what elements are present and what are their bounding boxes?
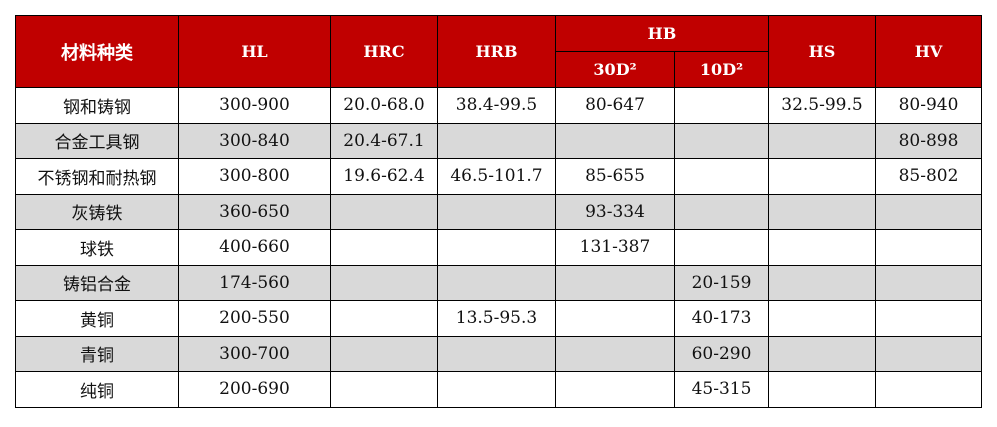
header-hb-30d2: 30D² — [555, 51, 675, 88]
table-row: 合金工具钢 300-840 20.4-67.1 80-898 — [15, 122, 982, 159]
table-row: 纯铜 200-690 45-315 — [15, 371, 982, 408]
table-row: 灰铸铁 360-650 93-334 — [15, 193, 982, 230]
cell-hb-10d2 — [674, 158, 769, 195]
cell-hl: 174-560 — [178, 264, 331, 301]
table-row: 黄铜 200-550 13.5-95.3 40-173 — [15, 300, 982, 337]
cell-hrc — [330, 335, 438, 372]
cell-hb-30d2 — [555, 335, 675, 372]
cell-material: 纯铜 — [15, 371, 179, 408]
cell-hs — [768, 158, 876, 195]
cell-hv — [875, 193, 982, 230]
cell-hb-10d2 — [674, 193, 769, 230]
cell-hv — [875, 300, 982, 337]
cell-hl: 400-660 — [178, 229, 331, 266]
cell-hb-30d2 — [555, 122, 675, 159]
table-row: 钢和铸钢 300-900 20.0-68.0 38.4-99.5 80-647 32.5-… — [15, 87, 982, 124]
cell-hs — [768, 229, 876, 266]
cell-hrc — [330, 264, 438, 301]
cell-hb-10d2: 45-315 — [674, 371, 769, 408]
cell-hb-10d2 — [674, 122, 769, 159]
cell-hrb — [437, 122, 556, 159]
header-hv: HV — [875, 15, 982, 88]
cell-hb-30d2 — [555, 300, 675, 337]
cell-material: 合金工具钢 — [15, 122, 179, 159]
cell-hrb: 38.4-99.5 — [437, 87, 556, 124]
cell-material: 不锈钢和耐热钢 — [15, 158, 179, 195]
table-row: 球铁 400-660 131-387 — [15, 229, 982, 266]
cell-hb-10d2: 40-173 — [674, 300, 769, 337]
cell-hs — [768, 264, 876, 301]
cell-hs — [768, 335, 876, 372]
cell-material: 黄铜 — [15, 300, 179, 337]
cell-hl: 300-840 — [178, 122, 331, 159]
header-hb: HB — [555, 15, 769, 52]
cell-hl: 200-550 — [178, 300, 331, 337]
cell-material: 青铜 — [15, 335, 179, 372]
cell-hv — [875, 264, 982, 301]
cell-hv — [875, 371, 982, 408]
cell-hl: 300-700 — [178, 335, 331, 372]
hardness-conversion-table: 材料种类 HL HRC HRB HB HS HV 30D² 10D² 钢和铸钢 3… — [15, 15, 982, 408]
cell-hb-10d2 — [674, 87, 769, 124]
cell-hb-10d2: 20-159 — [674, 264, 769, 301]
cell-hrc — [330, 371, 438, 408]
cell-material: 球铁 — [15, 229, 179, 266]
cell-hrb — [437, 229, 556, 266]
cell-hb-30d2 — [555, 264, 675, 301]
cell-hrb — [437, 371, 556, 408]
table-row: 青铜 300-700 60-290 — [15, 335, 982, 372]
cell-hv: 80-940 — [875, 87, 982, 124]
cell-hs — [768, 193, 876, 230]
table-body: 钢和铸钢 300-900 20.0-68.0 38.4-99.5 80-647 32.5-… — [15, 87, 982, 408]
header-hb-10d2: 10D² — [674, 51, 769, 88]
header-material: 材料种类 — [15, 15, 179, 88]
cell-hrb — [437, 193, 556, 230]
cell-hs: 32.5-99.5 — [768, 87, 876, 124]
cell-hb-30d2: 93-334 — [555, 193, 675, 230]
header-hl: HL — [178, 15, 331, 88]
cell-hrb: 46.5-101.7 — [437, 158, 556, 195]
cell-hs — [768, 300, 876, 337]
cell-hl: 360-650 — [178, 193, 331, 230]
cell-hrb — [437, 335, 556, 372]
cell-hb-30d2: 131-387 — [555, 229, 675, 266]
cell-hrc: 20.4-67.1 — [330, 122, 438, 159]
cell-hrc: 20.0-68.0 — [330, 87, 438, 124]
cell-hb-30d2: 80-647 — [555, 87, 675, 124]
cell-hv — [875, 335, 982, 372]
cell-hrb — [437, 264, 556, 301]
cell-material: 钢和铸钢 — [15, 87, 179, 124]
table-row: 不锈钢和耐热钢 300-800 19.6-62.4 46.5-101.7 85-655 8… — [15, 158, 982, 195]
cell-hs — [768, 122, 876, 159]
cell-hrc — [330, 229, 438, 266]
cell-hv: 80-898 — [875, 122, 982, 159]
cell-hrc — [330, 300, 438, 337]
cell-material: 灰铸铁 — [15, 193, 179, 230]
cell-hs — [768, 371, 876, 408]
cell-hl: 200-690 — [178, 371, 331, 408]
cell-hrb: 13.5-95.3 — [437, 300, 556, 337]
cell-hb-30d2 — [555, 371, 675, 408]
cell-hl: 300-800 — [178, 158, 331, 195]
table-row: 铸铝合金 174-560 20-159 — [15, 264, 982, 301]
cell-hl: 300-900 — [178, 87, 331, 124]
cell-hv — [875, 229, 982, 266]
cell-hrc — [330, 193, 438, 230]
header-hs: HS — [768, 15, 876, 88]
header-hrb: HRB — [437, 15, 556, 88]
cell-hb-10d2 — [674, 229, 769, 266]
cell-hb-10d2: 60-290 — [674, 335, 769, 372]
cell-hv: 85-802 — [875, 158, 982, 195]
cell-hb-30d2: 85-655 — [555, 158, 675, 195]
cell-hrc: 19.6-62.4 — [330, 158, 438, 195]
header-hrc: HRC — [330, 15, 438, 88]
cell-material: 铸铝合金 — [15, 264, 179, 301]
